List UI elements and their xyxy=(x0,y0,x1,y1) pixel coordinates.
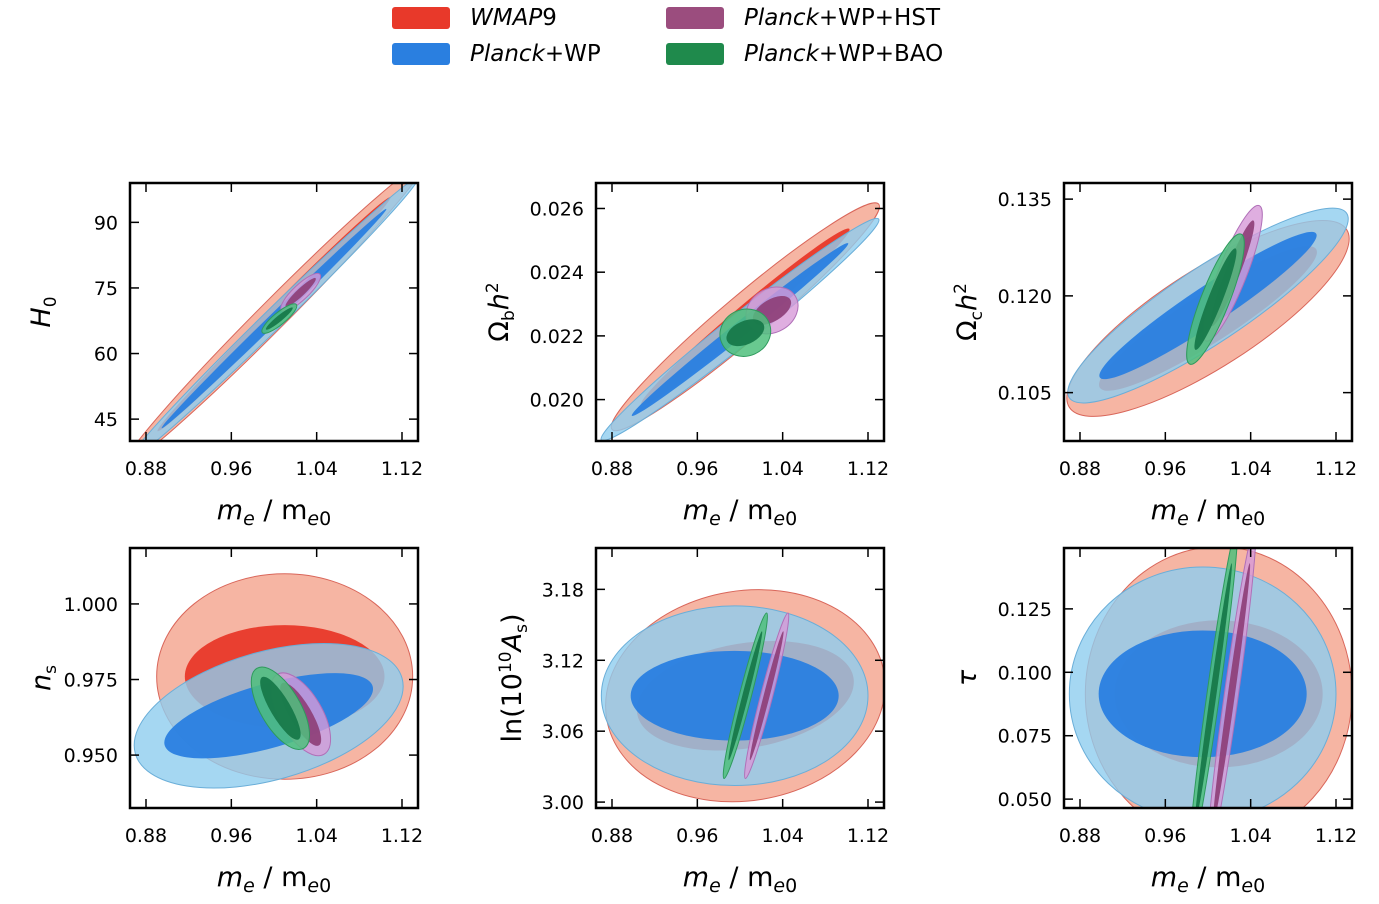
contour-68-planck-wp-bao xyxy=(260,676,301,740)
y-tick-label: 60 xyxy=(94,344,118,366)
legend-item-planck-wp-hst: Planck+WP+HST xyxy=(666,3,940,33)
x-tick-label: 0.88 xyxy=(591,458,633,480)
x-tick-label: 1.12 xyxy=(1315,825,1357,847)
y-axis-label: Ωbh2 xyxy=(483,282,519,341)
plot-frame xyxy=(1062,546,1354,810)
plot-frame xyxy=(128,181,420,443)
contour-68-planck-wp xyxy=(630,650,839,741)
panel-3: 0.88 0.96 1.04 1.12 0.105 0.120 0.135 me / me0 Ω… xyxy=(951,181,1357,530)
plot-frame xyxy=(1062,181,1354,443)
y-tick-label: 0.026 xyxy=(530,198,584,220)
legend-label-planck-wp-hst: Planck+WP+HST xyxy=(744,5,941,31)
y-tick-label: 0.975 xyxy=(64,670,118,692)
x-tick-label: 0.88 xyxy=(591,825,633,847)
legend-label-planck-wp-bao: Planck+WP+BAO xyxy=(744,41,944,67)
plot-frame xyxy=(594,546,886,810)
y-axis-label: ns xyxy=(26,665,61,691)
x-axis-label: me / me0 xyxy=(1151,862,1265,897)
panel-1: 0.88 0.96 1.04 1.12 45 60 75 90 me / me0 H0 xyxy=(26,181,423,530)
x-tick-label: 1.04 xyxy=(1230,825,1272,847)
x-tick-label: 0.96 xyxy=(676,458,718,480)
y-tick-label: 3.06 xyxy=(542,721,584,743)
x-tick-label: 0.96 xyxy=(1144,825,1186,847)
x-tick-label: 1.12 xyxy=(847,825,889,847)
y-axis-label: H0 xyxy=(26,296,61,327)
contour-68-planck-wp-bao xyxy=(265,307,293,330)
x-tick-label: 0.96 xyxy=(676,825,718,847)
y-tick-label: 0.020 xyxy=(530,390,584,412)
y-tick-label: 0.022 xyxy=(530,326,584,348)
legend-item-planck-wp: Planck+WP xyxy=(392,39,601,69)
y-tick-label: 90 xyxy=(94,212,118,234)
y-tick-label: 3.00 xyxy=(542,792,584,814)
contour-68-planck-wp-bao xyxy=(726,319,765,347)
x-tick-label: 0.88 xyxy=(125,458,167,480)
panel-6: 0.88 0.96 1.04 1.12 0.050 0.075 0.100 0.125 me /… xyxy=(952,546,1357,897)
y-tick-label: 0.105 xyxy=(998,383,1052,405)
x-tick-label: 1.04 xyxy=(296,825,338,847)
x-tick-label: 1.12 xyxy=(847,458,889,480)
legend-label-planck-wp: Planck+WP xyxy=(470,41,601,67)
x-tick-label: 0.96 xyxy=(1144,458,1186,480)
y-tick-label: 75 xyxy=(94,278,118,300)
contour-68-planck-wp-bao xyxy=(1194,248,1237,350)
y-axis-label: τ xyxy=(952,669,983,686)
y-tick-label: 3.18 xyxy=(542,579,584,601)
plot-frame xyxy=(594,181,886,443)
x-tick-label: 1.04 xyxy=(1230,458,1272,480)
x-tick-label: 0.96 xyxy=(210,458,252,480)
legend-swatch-planck-wp-hst xyxy=(666,7,724,29)
y-tick-label: 0.075 xyxy=(998,726,1052,748)
y-axis-label: Ωch2 xyxy=(951,283,987,341)
contour-68-planck-wp xyxy=(1098,630,1307,758)
x-tick-label: 0.96 xyxy=(210,825,252,847)
legend-label-wmap9: WMAP9 xyxy=(470,5,557,31)
x-tick-label: 0.88 xyxy=(1059,825,1101,847)
legend-swatch-planck-wp xyxy=(392,43,450,65)
y-tick-label: 0.120 xyxy=(998,286,1052,308)
x-tick-label: 0.88 xyxy=(1059,458,1101,480)
contour-68-planck-wp-bao xyxy=(1194,563,1232,808)
contour-68-planck-wp-bao xyxy=(728,631,763,761)
x-tick-label: 1.12 xyxy=(1315,458,1357,480)
x-tick-label: 1.04 xyxy=(762,458,804,480)
x-tick-label: 0.88 xyxy=(125,825,167,847)
y-tick-label: 0.100 xyxy=(998,662,1052,684)
y-tick-label: 45 xyxy=(94,409,118,431)
y-tick-label: 0.050 xyxy=(998,789,1052,811)
x-axis-label: me / me0 xyxy=(1151,495,1265,530)
contour-68-planck-wp-hst xyxy=(749,631,784,761)
y-tick-label: 3.12 xyxy=(542,650,584,672)
y-axis-label: ln(1010As) xyxy=(496,613,532,742)
x-axis-label: me / me0 xyxy=(217,495,331,530)
legend-swatch-wmap9 xyxy=(392,7,450,29)
x-tick-label: 1.12 xyxy=(381,458,423,480)
contour-68-planck-wp-hst xyxy=(1212,563,1251,808)
x-tick-label: 1.12 xyxy=(381,825,423,847)
x-tick-label: 1.04 xyxy=(762,825,804,847)
y-tick-label: 0.135 xyxy=(998,189,1052,211)
x-tick-label: 1.04 xyxy=(296,458,338,480)
legend-item-planck-wp-bao: Planck+WP+BAO xyxy=(666,39,943,69)
y-tick-label: 0.125 xyxy=(998,599,1052,621)
contour-68-planck-wp-hst xyxy=(285,277,316,307)
x-axis-label: me / me0 xyxy=(683,495,797,530)
x-axis-label: me / me0 xyxy=(683,862,797,897)
y-tick-label: 1.000 xyxy=(64,594,118,616)
panel-2: 0.88 0.96 1.04 1.12 0.020 0.022 0.024 0.026 me /… xyxy=(483,181,889,530)
panel-5: 0.88 0.96 1.04 1.12 3.00 3.06 3.12 3.18 me / me0… xyxy=(496,546,889,897)
legend-item-wmap9: WMAP9 xyxy=(392,3,557,33)
panel-4: 0.88 0.96 1.04 1.12 0.950 0.975 1.000 me / me0 n… xyxy=(26,546,423,897)
y-tick-label: 0.024 xyxy=(530,262,584,284)
y-tick-label: 0.950 xyxy=(64,745,118,767)
legend: WMAP9 Planck+WP Planck+WP+HST Planck+WP+… xyxy=(0,0,1379,70)
plot-frame xyxy=(128,546,420,810)
x-axis-label: me / me0 xyxy=(217,862,331,897)
legend-swatch-planck-wp-bao xyxy=(666,43,724,65)
